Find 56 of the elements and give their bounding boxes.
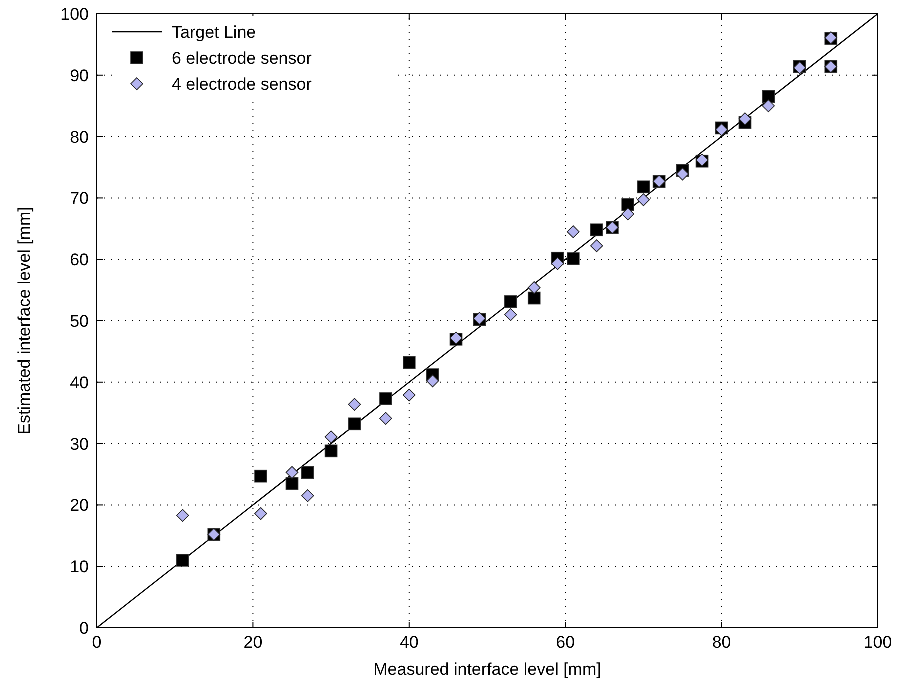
y-tick-label: 30 (70, 434, 89, 454)
point (348, 418, 362, 431)
point (286, 477, 299, 490)
x-tick-label: 20 (244, 633, 263, 652)
point (551, 258, 564, 270)
point (301, 490, 314, 502)
point (380, 392, 392, 406)
point (762, 100, 776, 112)
point (637, 180, 650, 194)
point (762, 90, 776, 104)
y-tick-label: 100 (60, 4, 89, 24)
y-tick-label: 40 (70, 373, 89, 392)
y-tick-label: 70 (70, 189, 89, 208)
point (254, 470, 268, 483)
y-axis-title: Estimated interface level [mm] (15, 207, 34, 435)
point (286, 466, 299, 480)
y-tick-label: 80 (70, 128, 89, 147)
legend-label: 4 electrode sensor (172, 74, 312, 94)
point (590, 240, 604, 252)
point (637, 194, 650, 206)
y-tick-label: 60 (70, 250, 89, 270)
point (567, 226, 580, 238)
legend-label: 6 electrode sensor (172, 48, 312, 68)
y-tick-label: 10 (70, 558, 89, 577)
point (403, 388, 416, 402)
point (380, 412, 392, 426)
point (324, 444, 338, 458)
point (567, 252, 580, 266)
x-axis-title: Measured interface level [mm] (374, 660, 602, 679)
x-tick-label: 100 (864, 633, 892, 652)
point (254, 507, 268, 520)
y-tick-label: 0 (80, 618, 89, 638)
point (676, 168, 690, 181)
point (528, 292, 541, 305)
point (622, 208, 634, 221)
y-tick-label: 50 (70, 312, 89, 331)
x-tick-label: 80 (712, 633, 732, 652)
point (301, 466, 314, 480)
y-tick-label: 20 (70, 496, 89, 516)
point (348, 398, 362, 411)
x-tick-label: 0 (92, 633, 102, 652)
point (738, 112, 752, 126)
point (176, 554, 190, 567)
x-tick-label: 40 (400, 633, 419, 652)
point (504, 308, 518, 322)
point (403, 356, 416, 370)
point (426, 374, 440, 388)
y-tick-label: 90 (70, 66, 89, 86)
point (176, 509, 190, 522)
point (590, 224, 604, 237)
point (324, 430, 338, 444)
point (528, 281, 541, 294)
point (504, 296, 518, 308)
legend-label: Target Line (172, 22, 256, 42)
point (622, 198, 634, 212)
x-tick-label: 60 (556, 633, 576, 652)
